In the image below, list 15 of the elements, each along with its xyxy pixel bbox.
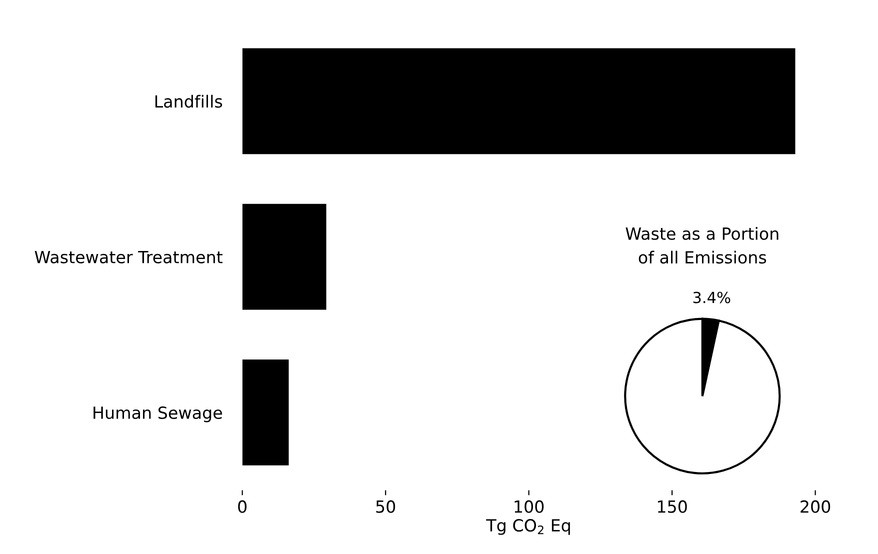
y-tick-label: Human Sewage: [94, 406, 222, 422]
bar: [242, 48, 796, 154]
x-axis-title: Tg CO$_{2}$ Eq: [486, 519, 570, 535]
bar: [242, 204, 326, 310]
x-tick-label: 50: [376, 500, 396, 513]
x-tick-label: 200: [800, 500, 830, 513]
y-tick-label: Landfills: [155, 94, 222, 108]
bar: [242, 360, 289, 466]
data-label: 3.4%: [693, 292, 730, 304]
x-tick-label: 100: [514, 500, 544, 513]
x-tick-label: 150: [658, 500, 687, 513]
x-tick-label: 0: [238, 500, 247, 513]
chart-title: Waste as a Portion of all Emissions: [626, 227, 778, 264]
pie-slice: [624, 318, 781, 474]
y-tick-label: Wastewater Treatment: [34, 251, 222, 264]
